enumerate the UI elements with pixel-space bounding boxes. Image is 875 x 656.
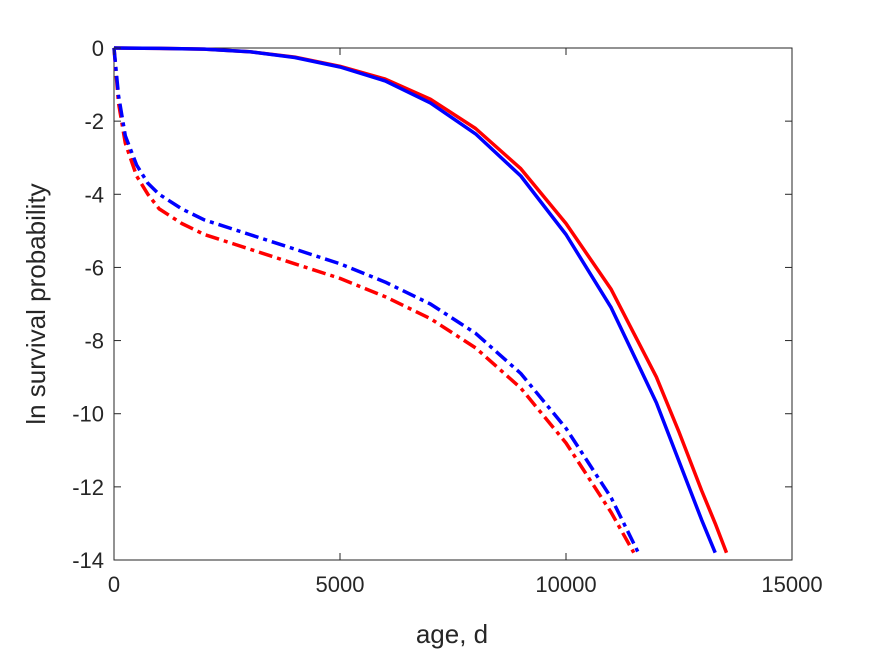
y-tick-label: -4	[84, 182, 104, 207]
y-tick-label: -6	[84, 255, 104, 280]
y-tick-label: -12	[72, 475, 104, 500]
tick-layer: 0 5000 10000 15000 0 -2 -4 -6 -8 -10 -12 -14	[72, 36, 822, 597]
series-layer	[112, 46, 729, 554]
plot-area	[113, 47, 793, 561]
x-tick-label: 0	[108, 572, 120, 597]
y-tick-label: -14	[72, 548, 104, 573]
y-tick-label: -2	[84, 109, 104, 134]
x-tick-label: 10000	[535, 572, 596, 597]
series-line-2	[113, 46, 717, 554]
plot-frame	[113, 47, 793, 561]
series-line-4	[112, 47, 640, 554]
y-tick-label: 0	[92, 36, 104, 61]
y-tick-label: -8	[84, 329, 104, 354]
x-tick-label: 5000	[316, 572, 365, 597]
x-axis-label: age, d	[416, 619, 488, 649]
series-line-3	[112, 47, 636, 554]
y-tick-label: -10	[72, 402, 104, 427]
y-axis-label: ln survival probability	[21, 183, 51, 424]
x-tick-label: 15000	[761, 572, 822, 597]
